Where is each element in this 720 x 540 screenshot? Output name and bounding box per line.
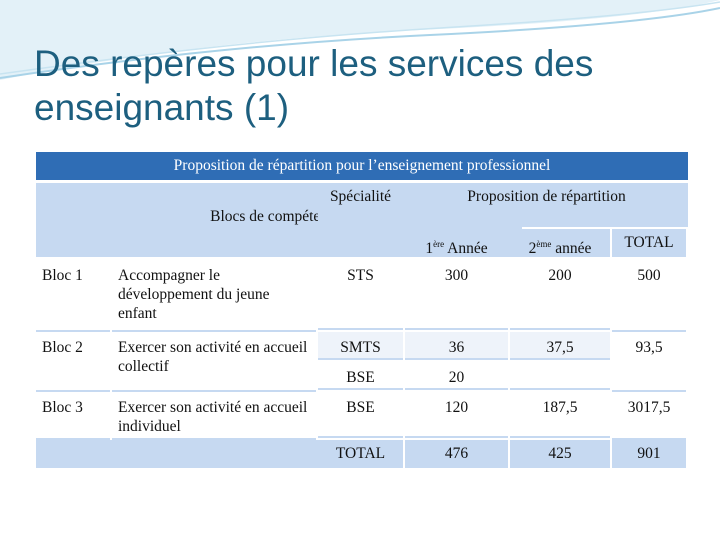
table: Proposition de répartition pour l’enseig… — [36, 152, 688, 470]
value-cell: 300 — [405, 260, 508, 330]
bloc-cell: Bloc 3 — [36, 392, 110, 440]
header-cell: TOTAL — [612, 229, 686, 257]
wave-decoration — [0, 0, 720, 80]
table-caption: Proposition de répartition pour l’enseig… — [36, 152, 688, 180]
total-cell: 93,5 — [612, 332, 686, 392]
footer-cell: TOTAL — [318, 440, 403, 468]
value-cell: 20 — [405, 362, 508, 390]
value-cell: 120 — [405, 392, 508, 438]
specialite-cell: BSE — [318, 392, 403, 438]
footer-blank — [36, 440, 318, 468]
competence-cell: Exercer son activité en accueil individu… — [112, 392, 316, 440]
wave — [0, 0, 720, 80]
specialite-cell: BSE — [318, 362, 403, 390]
header-cell: 2ème année — [510, 229, 610, 257]
wave-line — [0, 1, 720, 75]
value-cell: 187,5 — [510, 392, 610, 438]
footer-cell: 901 — [612, 440, 686, 468]
header-cell: Spécialité — [318, 183, 403, 257]
total-cell: 3017,5 — [612, 392, 686, 440]
bloc-cell: Bloc 1 — [36, 260, 110, 332]
slide-title: Des repères pour les services des enseig… — [34, 43, 594, 128]
footer-cell: 425 — [510, 440, 610, 468]
total-cell: 500 — [612, 260, 686, 332]
header-text: ère — [433, 239, 445, 249]
value-cell: 36 — [405, 332, 508, 360]
competence-cell: Accompagner le développement du jeune en… — [112, 260, 316, 332]
value-cell — [510, 362, 610, 390]
header-text: 2 — [528, 240, 537, 258]
header-text: 1 — [425, 240, 434, 258]
header-cell: Proposition de répartition — [405, 183, 688, 227]
bloc-cell: Bloc 2 — [36, 332, 110, 392]
competence-cell: Exercer son activité en accueil collecti… — [112, 332, 316, 392]
header-text: ème — [536, 239, 552, 249]
specialite-cell: STS — [318, 260, 403, 330]
specialite-cell: SMTS — [318, 332, 403, 360]
value-cell: 37,5 — [510, 332, 610, 360]
value-cell: 200 — [510, 260, 610, 330]
header-cell: 1ère Année — [405, 229, 508, 257]
wave-line — [0, 7, 720, 79]
header-text: année — [551, 240, 592, 258]
footer-cell: 476 — [405, 440, 508, 468]
header-text: Année — [444, 240, 488, 258]
